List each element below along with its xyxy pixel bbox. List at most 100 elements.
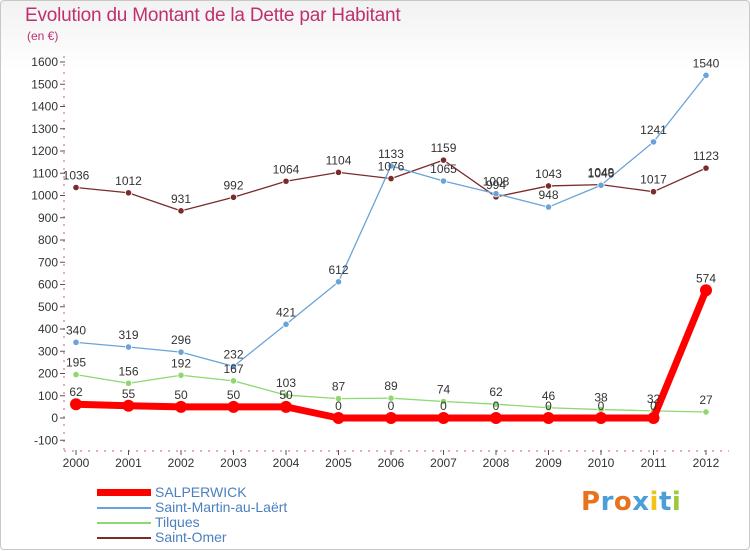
data-labels-layer: 1036 1012 931 992 1064 1104 1076 1159 994 1043 104… — [63, 56, 720, 413]
logo-letter: o — [613, 487, 633, 517]
data-label: 1065 — [430, 162, 457, 176]
logo-letter: i — [671, 487, 682, 517]
logo-letter: r — [600, 487, 614, 517]
data-label: 55 — [122, 387, 136, 401]
chart-axes: -100010020030040050060070080090010001100… — [31, 55, 729, 470]
y-tick-label: 1600 — [31, 55, 58, 69]
data-label: 50 — [227, 388, 241, 402]
x-tick-label: 2012 — [693, 456, 720, 470]
data-label: 612 — [328, 263, 348, 277]
data-label: 1076 — [378, 160, 405, 174]
data-label: 948 — [538, 188, 558, 202]
data-label: 62 — [489, 385, 503, 399]
data-label: 50 — [174, 388, 188, 402]
data-point — [542, 412, 555, 424]
y-tick-label: 100 — [38, 389, 58, 403]
legend-swatch — [97, 522, 151, 524]
data-point — [72, 338, 80, 346]
y-tick-label: 300 — [38, 344, 58, 358]
data-point — [702, 408, 710, 416]
legend-item: SALPERWICK — [97, 484, 357, 500]
data-point — [334, 395, 343, 403]
data-point — [229, 362, 238, 370]
data-label: 74 — [437, 383, 451, 397]
data-label: 232 — [223, 347, 243, 361]
data-point — [280, 400, 292, 413]
data-point — [177, 207, 185, 215]
y-tick-label: 1500 — [31, 77, 58, 91]
data-label: 103 — [276, 376, 296, 390]
x-tick-label: 2009 — [535, 456, 562, 470]
series-2 — [72, 371, 710, 416]
data-label: 994 — [486, 178, 506, 192]
data-label: 192 — [171, 356, 191, 370]
y-tick-label: 1400 — [31, 100, 58, 114]
data-point — [282, 391, 290, 399]
x-tick-label: 2004 — [273, 456, 300, 470]
data-label: 1104 — [326, 153, 352, 167]
data-label: 1046 — [588, 166, 615, 180]
data-point — [175, 400, 187, 413]
data-label: 992 — [223, 178, 243, 192]
data-label: 0 — [335, 399, 342, 413]
legend-swatch — [97, 489, 151, 496]
y-tick-label: 0 — [51, 411, 58, 425]
data-point — [702, 164, 710, 172]
data-label: 0 — [598, 399, 605, 413]
legend-item: Tilques — [97, 514, 357, 530]
data-point — [490, 412, 502, 424]
data-point — [439, 177, 448, 185]
x-tick-label: 2007 — [430, 456, 457, 470]
x-tick-label: 2010 — [588, 456, 615, 470]
x-tick-label: 2003 — [220, 456, 247, 470]
data-point — [177, 371, 185, 379]
chart-subtitle: (en €) — [27, 29, 59, 43]
data-label: 1012 — [115, 174, 142, 188]
legend-swatch — [97, 507, 151, 509]
data-point — [334, 278, 343, 286]
data-label: 574 — [696, 271, 716, 285]
data-label: 1133 — [378, 147, 404, 161]
data-point — [332, 412, 345, 424]
data-point — [387, 162, 395, 170]
data-label: 62 — [69, 385, 83, 399]
legend-label: Saint-Martin-au-Laërt — [155, 499, 288, 515]
legend-label: SALPERWICK — [155, 484, 247, 500]
y-tick-label: 200 — [38, 367, 58, 381]
y-tick-label: 600 — [38, 278, 58, 292]
series-layer — [70, 71, 712, 424]
data-point — [544, 203, 553, 211]
data-point — [649, 138, 658, 146]
data-label: 1008 — [483, 175, 510, 189]
data-point — [122, 399, 135, 412]
data-label: 0 — [388, 399, 395, 413]
data-label: 50 — [279, 388, 293, 402]
data-label: 38 — [594, 391, 608, 405]
x-tick-label: 2006 — [378, 456, 405, 470]
data-point — [282, 320, 290, 328]
data-label: 421 — [276, 305, 296, 319]
data-label: 0 — [440, 399, 447, 413]
data-point — [227, 400, 240, 413]
data-label: 1064 — [273, 162, 300, 176]
data-point — [544, 182, 553, 190]
data-point — [229, 377, 238, 385]
x-tick-label: 2005 — [325, 456, 352, 470]
proxiti-logo: Proxiti — [581, 487, 681, 517]
data-point — [72, 371, 80, 379]
logo-letter: P — [581, 487, 601, 517]
data-point — [387, 174, 395, 183]
y-tick-label: 800 — [38, 233, 58, 247]
legend-label: Saint-Omer — [155, 529, 227, 545]
data-point — [387, 394, 395, 402]
y-tick-label: 1200 — [31, 144, 58, 158]
x-tick-label: 2000 — [63, 456, 90, 470]
data-point — [124, 343, 133, 351]
data-point — [72, 183, 80, 192]
y-tick-label: 1100 — [32, 166, 58, 180]
data-label: 1540 — [693, 56, 720, 70]
y-tick-label: 500 — [38, 300, 58, 314]
logo-letter: x — [632, 487, 650, 517]
data-point — [385, 412, 397, 424]
chart-title: Evolution du Montant de la Dette par Hab… — [25, 5, 401, 26]
